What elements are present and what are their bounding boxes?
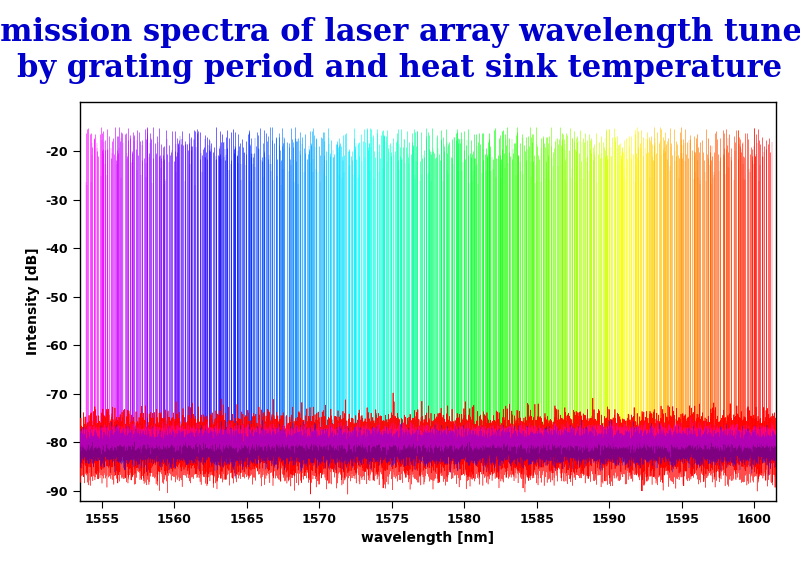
Text: Emission spectra of laser array wavelength tuned
by grating period and heat sink: Emission spectra of laser array waveleng… — [0, 17, 800, 84]
Y-axis label: Intensity [dB]: Intensity [dB] — [26, 248, 40, 356]
X-axis label: wavelength [nm]: wavelength [nm] — [362, 531, 494, 545]
